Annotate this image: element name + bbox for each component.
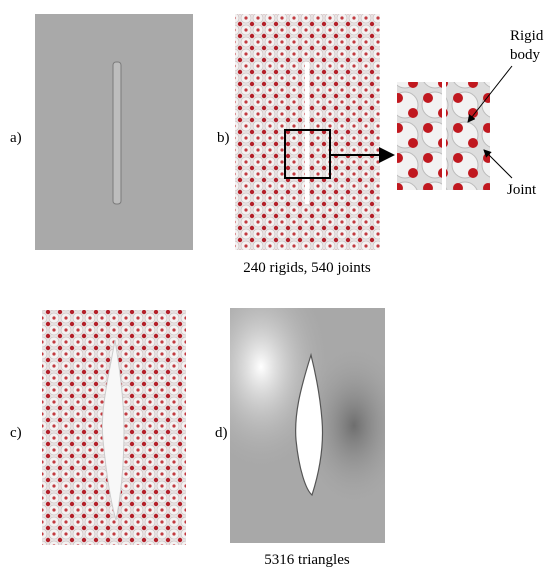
crack [305,62,309,204]
panel-label: a) [10,130,22,146]
caption: 5316 triangles [264,552,350,568]
callout-text: Joint [507,182,537,198]
callout-text: Rigid [510,28,544,44]
caption: 240 rigids, 540 joints [243,260,371,276]
crack [442,82,446,190]
crack [113,62,121,204]
panel-label: c) [10,425,22,441]
callout-text: body [510,47,541,63]
panel-label: b) [217,130,230,146]
panel-label: d) [215,425,228,441]
figure: a) b) 240 rigids, 540 joints Rigid body … [0,0,559,570]
